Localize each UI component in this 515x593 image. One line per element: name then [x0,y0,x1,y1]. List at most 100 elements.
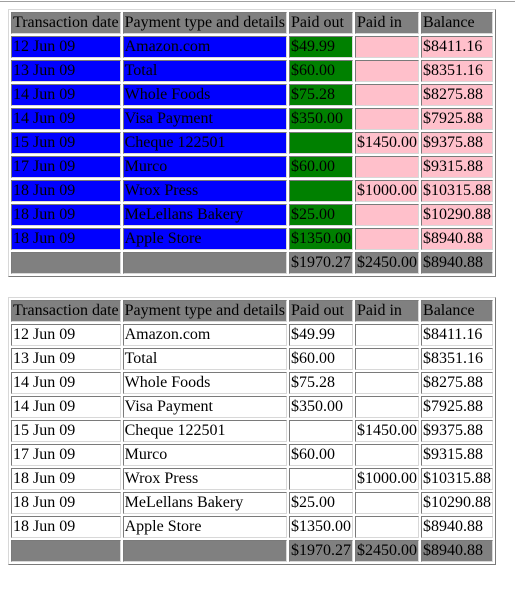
cell-paid-out: $75.28 [289,84,354,106]
cell-balance: $9315.88 [421,156,494,178]
total-date [11,252,121,274]
colored-transactions-table: Transaction date Payment type and details… [8,9,497,277]
cell-date: 15 Jun 09 [11,132,121,154]
column-header-payment: Payment type and details [122,12,288,34]
column-header-paid-in: Paid in [355,300,420,322]
column-header-payment: Payment type and details [122,300,288,322]
cell-paid-in [355,372,420,394]
cell-payment: Visa Payment [122,108,288,130]
table-row: 15 Jun 09 Cheque 122501 $1450.00 $9375.88 [11,132,494,154]
table-row: 12 Jun 09 Amazon.com $49.99 $8411.16 [11,36,494,58]
cell-balance: $9315.88 [421,444,494,466]
cell-paid-in [355,204,420,226]
cell-paid-in [355,348,420,370]
cell-paid-in [355,516,420,538]
cell-paid-out: $1350.00 [289,516,354,538]
cell-balance: $7925.88 [421,108,494,130]
cell-date: 13 Jun 09 [11,348,121,370]
cell-paid-out [289,132,354,154]
cell-paid-out: $350.00 [289,108,354,130]
table-row: 17 Jun 09 Murco $60.00 $9315.88 [11,156,494,178]
cell-payment: Total [122,60,288,82]
cell-paid-out: $25.00 [289,204,354,226]
top-divider [0,1,515,2]
cell-date: 13 Jun 09 [11,60,121,82]
total-balance: $8940.88 [421,540,494,562]
cell-paid-in [355,444,420,466]
total-paid-out: $1970.27 [289,540,354,562]
table-row: 18 Jun 09 MeLellans Bakery $25.00 $10290.88 [11,492,494,514]
cell-date: 17 Jun 09 [11,156,121,178]
cell-paid-in [355,36,420,58]
cell-paid-in [355,228,420,250]
cell-paid-out [289,468,354,490]
cell-paid-in [355,84,420,106]
total-paid-out: $1970.27 [289,252,354,274]
cell-payment: Amazon.com [122,36,288,58]
cell-payment: Whole Foods [122,372,288,394]
cell-balance: $8351.16 [421,348,494,370]
table-row: 15 Jun 09 Cheque 122501 $1450.00 $9375.88 [11,420,494,442]
cell-date: 12 Jun 09 [11,36,121,58]
cell-paid-out: $60.00 [289,348,354,370]
table-row: 13 Jun 09 Total $60.00 $8351.16 [11,60,494,82]
total-payment [122,540,288,562]
cell-date: 18 Jun 09 [11,468,121,490]
table-row: 12 Jun 09 Amazon.com $49.99 $8411.16 [11,324,494,346]
table-row: 14 Jun 09 Visa Payment $350.00 $7925.88 [11,108,494,130]
cell-paid-out: $60.00 [289,156,354,178]
table-row: 14 Jun 09 Whole Foods $75.28 $8275.88 [11,84,494,106]
column-header-balance: Balance [421,300,494,322]
cell-date: 12 Jun 09 [11,324,121,346]
total-balance: $8940.88 [421,252,494,274]
header-row: Transaction date Payment type and details… [11,300,494,322]
cell-paid-out [289,180,354,202]
cell-paid-in [355,108,420,130]
plain-transactions-table: Transaction date Payment type and details… [8,297,497,565]
cell-payment: MeLellans Bakery [122,204,288,226]
cell-paid-in [355,60,420,82]
cell-date: 15 Jun 09 [11,420,121,442]
cell-balance: $10315.88 [421,468,494,490]
cell-balance: $8351.16 [421,60,494,82]
cell-paid-out: $60.00 [289,444,354,466]
cell-date: 18 Jun 09 [11,204,121,226]
cell-payment: Visa Payment [122,396,288,418]
table-row: 18 Jun 09 Apple Store $1350.00 $8940.88 [11,228,494,250]
cell-date: 14 Jun 09 [11,108,121,130]
cell-payment: Total [122,348,288,370]
table-row: 18 Jun 09 Apple Store $1350.00 $8940.88 [11,516,494,538]
total-date [11,540,121,562]
cell-date: 14 Jun 09 [11,84,121,106]
cell-paid-out: $350.00 [289,396,354,418]
cell-payment: MeLellans Bakery [122,492,288,514]
cell-payment: Cheque 122501 [122,420,288,442]
cell-payment: Wrox Press [122,180,288,202]
cell-balance: $8275.88 [421,84,494,106]
cell-payment: Murco [122,156,288,178]
header-row: Transaction date Payment type and details… [11,12,494,34]
totals-row: $1970.27 $2450.00 $8940.88 [11,540,494,562]
table-row: 18 Jun 09 MeLellans Bakery $25.00 $10290.88 [11,204,494,226]
total-payment [122,252,288,274]
column-header-date: Transaction date [11,300,121,322]
cell-paid-in [355,156,420,178]
cell-balance: $8940.88 [421,516,494,538]
cell-balance: $8411.16 [421,36,494,58]
cell-paid-out: $49.99 [289,324,354,346]
column-header-paid-out: Paid out [289,300,354,322]
table-row: 13 Jun 09 Total $60.00 $8351.16 [11,348,494,370]
column-header-balance: Balance [421,12,494,34]
cell-paid-out: $75.28 [289,372,354,394]
cell-paid-in: $1450.00 [355,132,420,154]
cell-paid-out [289,420,354,442]
totals-row: $1970.27 $2450.00 $8940.88 [11,252,494,274]
cell-date: 18 Jun 09 [11,180,121,202]
cell-date: 14 Jun 09 [11,372,121,394]
cell-balance: $10290.88 [421,492,494,514]
cell-balance: $8940.88 [421,228,494,250]
cell-balance: $8411.16 [421,324,494,346]
cell-balance: $10290.88 [421,204,494,226]
table-row: 14 Jun 09 Visa Payment $350.00 $7925.88 [11,396,494,418]
cell-balance: $9375.88 [421,132,494,154]
